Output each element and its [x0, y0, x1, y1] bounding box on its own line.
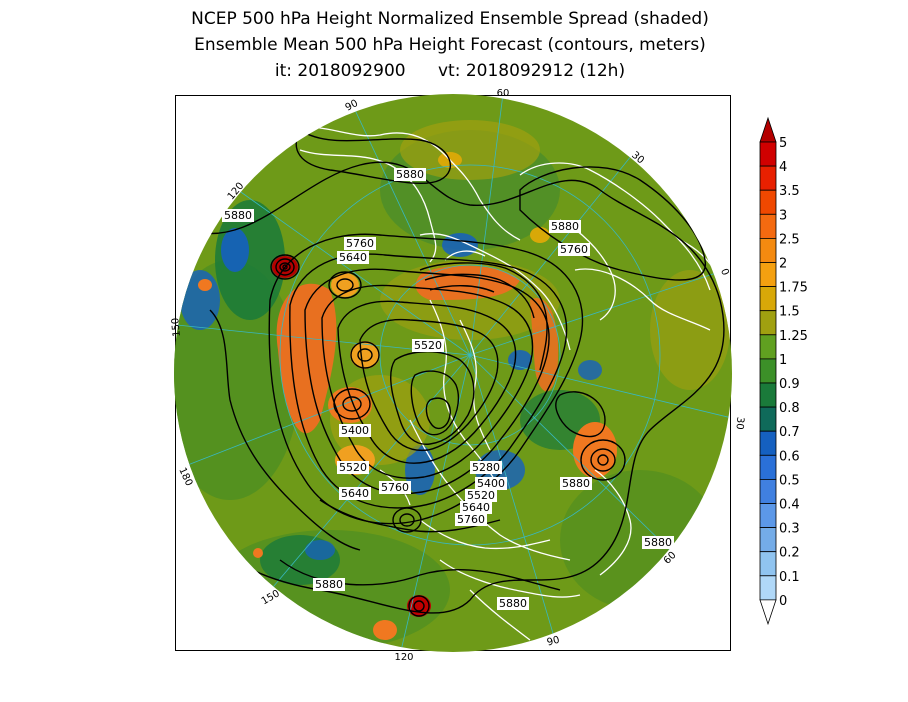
title-line-2: Ensemble Mean 500 hPa Height Forecast (c…: [194, 35, 706, 55]
map-title: NCEP 500 hPa Height Normalized Ensemble …: [150, 6, 750, 84]
colorbar-box: [759, 503, 777, 529]
contour-label: 5520: [467, 489, 495, 502]
contour-label: 5640: [341, 487, 369, 500]
colorbar-box: [759, 358, 777, 384]
longitude-label: 150: [170, 317, 183, 337]
colorbar-label: 1: [779, 353, 787, 368]
contour-label: 5400: [341, 424, 369, 437]
colorbar-box: [759, 551, 777, 577]
colorbar-label: 0.4: [779, 498, 800, 513]
contour-label: 5400: [477, 477, 505, 490]
contour-label: 5760: [560, 243, 588, 256]
contour-label: 5880: [562, 477, 590, 490]
colorbar-label: 0.6: [779, 449, 800, 464]
colorbar-label: 0.5: [779, 473, 800, 488]
colorbar-label: 0.3: [779, 522, 800, 537]
contour-labels: 5880 5880 5760 5640 5880 5760 5520 5400 …: [222, 168, 674, 610]
colorbar-label: 0.2: [779, 546, 800, 561]
colorbar-box: [759, 189, 777, 215]
contour-label: 5760: [346, 237, 374, 250]
colorbar-box: [759, 406, 777, 432]
title-line-1: NCEP 500 hPa Height Normalized Ensemble …: [191, 9, 709, 29]
colorbar-box: [759, 575, 777, 601]
colorbar-label: 0: [779, 594, 787, 609]
colorbar-box: [759, 454, 777, 480]
contour-label: 5880: [499, 597, 527, 610]
colorbar-box: [759, 478, 777, 504]
colorbar-label: 5: [779, 136, 787, 151]
colorbar-box: [759, 237, 777, 263]
colorbar-bottom-cap: [759, 599, 777, 626]
colorbar-top-cap: [759, 116, 777, 143]
longitude-label: 90: [546, 635, 561, 649]
longitude-label: 60: [497, 88, 510, 99]
contour-label: 5880: [551, 220, 579, 233]
contour-label: 5760: [381, 481, 409, 494]
longitude-label: 30: [733, 416, 745, 430]
colorbar-label: 1.25: [779, 329, 808, 344]
colorbar-label: 1.75: [779, 281, 808, 296]
colorbar-box: [759, 382, 777, 408]
longitude-label: 0: [718, 267, 731, 277]
graticule: [176, 94, 732, 652]
colorbar-box: [759, 430, 777, 456]
colorbar-label: 1.5: [779, 305, 800, 320]
longitude-label: 90: [344, 98, 360, 114]
contour-label: 5880: [224, 209, 252, 222]
colorbar-box: [759, 141, 777, 167]
contour-label: 5880: [315, 578, 343, 591]
contour-label: 5640: [462, 501, 490, 514]
colorbar-box: [759, 334, 777, 360]
colorbar-label: 3: [779, 208, 787, 223]
contour-label: 5280: [472, 461, 500, 474]
contour-label: 5760: [457, 513, 485, 526]
title-line-3: it: 2018092900 vt: 2018092912 (12h): [274, 61, 626, 81]
colorbar-box: [759, 286, 777, 312]
longitude-label: 120: [394, 652, 413, 663]
colorbar-box: [759, 527, 777, 553]
colorbar-label: 2.5: [779, 232, 800, 247]
contour-label: 5520: [414, 339, 442, 352]
colorbar-label: 0.7: [779, 425, 800, 440]
colorbar-label: 0.1: [779, 570, 800, 585]
colorbar-box: [759, 262, 777, 288]
contour-label: 5880: [644, 536, 672, 549]
colorbar-box: [759, 310, 777, 336]
colorbar-label: 2: [779, 257, 787, 272]
colorbar-box: [759, 213, 777, 239]
contour-label: 5640: [339, 251, 367, 264]
colorbar-box: [759, 165, 777, 191]
colorbar-label: 0.9: [779, 377, 800, 392]
colorbar-label: 4: [779, 160, 787, 175]
colorbar-label: 3.5: [779, 184, 800, 199]
contour-label: 5520: [339, 461, 367, 474]
contour-label: 5880: [396, 168, 424, 181]
colorbar-label: 0.8: [779, 401, 800, 416]
